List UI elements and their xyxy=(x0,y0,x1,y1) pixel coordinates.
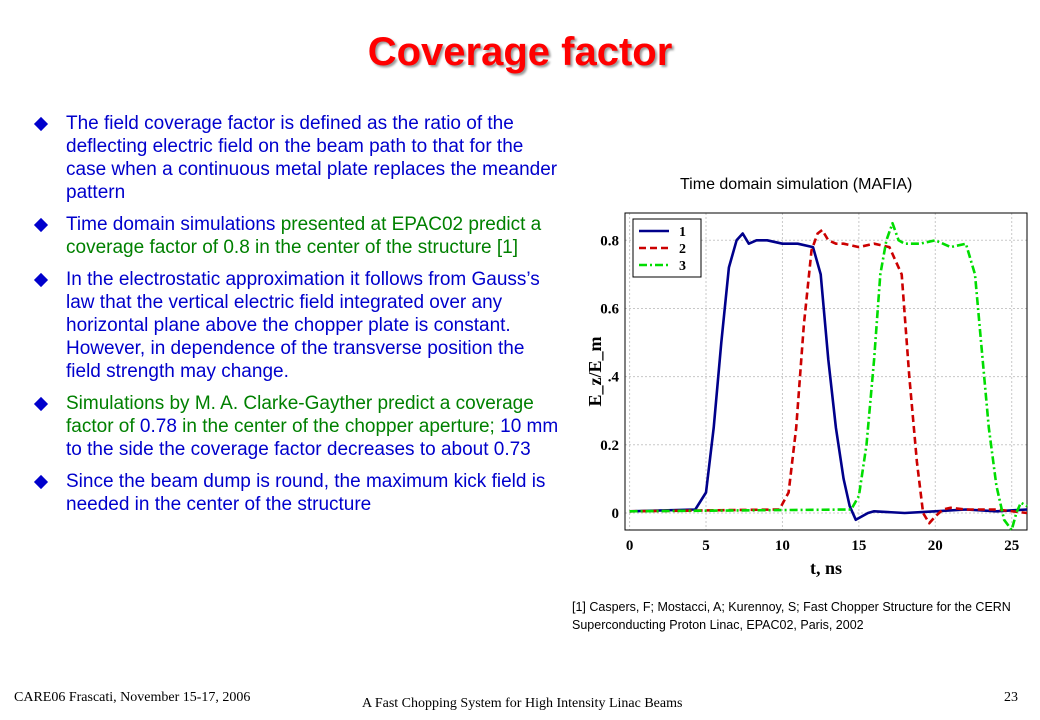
x-tick-label: 5 xyxy=(702,538,710,554)
bullet-text-part: In the electrostatic approximation it fo… xyxy=(66,269,540,382)
x-tick-label: 0 xyxy=(626,538,634,554)
x-tick-label: 15 xyxy=(851,538,866,554)
bullet-text-part: The field coverage factor is defined as … xyxy=(66,113,558,203)
y-tick-label: 0.2 xyxy=(600,438,619,454)
bullet-text-part: 10 mm to the side the coverage factor de… xyxy=(66,416,559,460)
y-axis-label: E_z/E_m xyxy=(585,336,605,406)
bullet-text-part: 0.78 xyxy=(139,416,177,437)
x-tick-label: 25 xyxy=(1004,538,1019,554)
series-line-2 xyxy=(629,228,1028,525)
diamond-bullet-icon xyxy=(33,272,49,288)
series-line-1 xyxy=(629,232,1028,522)
chart-caption: Time domain simulation (MAFIA) xyxy=(680,176,913,193)
bullet-text-part: Simulations by M. A. Clarke-Gayther pred… xyxy=(66,393,534,437)
reference-footnote: [1] Caspers, F; Mostacci, A; Kurennoy, S… xyxy=(572,600,1011,632)
footer-event: CARE06 Frascati, November 15-17, 2006 xyxy=(14,690,251,705)
line-chart: 0 5 10 15 20 25 0 0.2 .4 0.6 0.8 t, ns E_z/E_m 1 2 3 xyxy=(585,212,1028,578)
bullet-item: In the electrostatic approximation it fo… xyxy=(30,268,560,383)
series-line-3 xyxy=(629,221,1028,532)
legend-label: 3 xyxy=(679,259,686,274)
diamond-bullet-icon xyxy=(33,116,49,132)
bullet-text: In the electrostatic approximation it fo… xyxy=(66,269,540,382)
bullet-text: Simulations by M. A. Clarke-Gayther pred… xyxy=(66,393,558,460)
bullet-text-part: Time domain simulations xyxy=(66,214,281,235)
y-tick-label: 0.6 xyxy=(600,301,619,317)
bullet-text: The field coverage factor is defined as … xyxy=(66,113,557,203)
bullet-item: Since the beam dump is round, the maximu… xyxy=(30,470,560,516)
bullet-text-part: presented at EPAC02 predict a coverage f… xyxy=(66,214,542,258)
legend-label: 2 xyxy=(679,242,686,257)
bullet-item: The field coverage factor is defined as … xyxy=(30,112,560,204)
bullet-text: Since the beam dump is round, the maximu… xyxy=(66,471,545,515)
bullet-text-part: Since the beam dump is round, the maximu… xyxy=(66,471,546,515)
x-tick-label: 10 xyxy=(775,538,790,554)
bullet-item: Time domain simulations presented at EPA… xyxy=(30,213,560,259)
bullet-text: Time domain simulations presented at EPA… xyxy=(66,214,541,258)
x-tick-label: 20 xyxy=(928,538,943,554)
diamond-bullet-icon xyxy=(33,396,49,412)
y-tick-label: 0 xyxy=(612,506,620,522)
bullet-list: The field coverage factor is defined as … xyxy=(30,112,560,525)
slide-title: Coverage factor xyxy=(367,30,673,74)
page-number: 23 xyxy=(1004,690,1018,705)
y-tick-label: 0.8 xyxy=(600,233,619,249)
footer-presentation-title: A Fast Chopping System for High Intensit… xyxy=(362,696,683,711)
diamond-bullet-icon xyxy=(33,217,49,233)
x-axis-label: t, ns xyxy=(810,558,842,578)
diamond-bullet-icon xyxy=(33,474,49,490)
bullet-text-part: in the center of the chopper aperture; xyxy=(176,416,501,437)
y-tick-label: .4 xyxy=(608,370,620,386)
legend-label: 1 xyxy=(679,225,686,240)
plot-frame xyxy=(624,212,1028,531)
bullet-item: Simulations by M. A. Clarke-Gayther pred… xyxy=(30,392,560,461)
